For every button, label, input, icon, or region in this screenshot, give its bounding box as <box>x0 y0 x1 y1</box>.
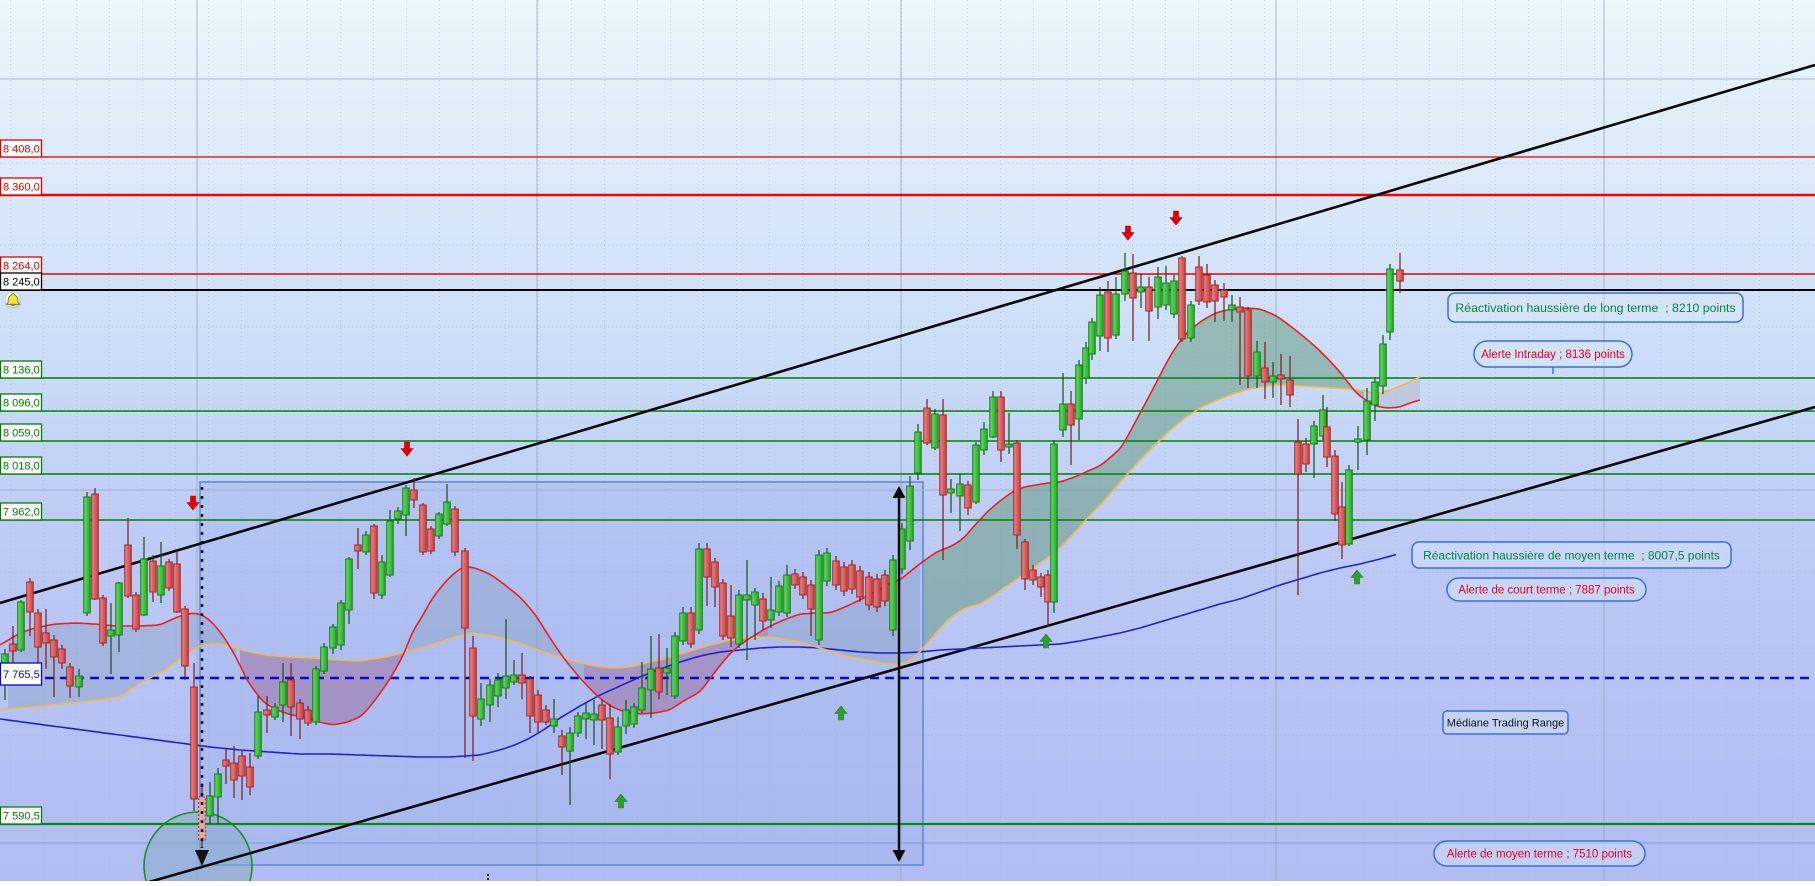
svg-text:8 059,0: 8 059,0 <box>3 428 40 440</box>
svg-text:7 765,5: 7 765,5 <box>3 669 40 681</box>
svg-text:8 245,0: 8 245,0 <box>3 277 40 289</box>
svg-text:7 962,0: 7 962,0 <box>3 507 40 519</box>
svg-text:8 018,0: 8 018,0 <box>3 461 40 473</box>
svg-text:Médiane Trading Range: Médiane Trading Range <box>1447 717 1564 729</box>
svg-text:8 360,0: 8 360,0 <box>3 182 40 194</box>
svg-text:Alerte Intraday ; 8136 points: Alerte Intraday ; 8136 points <box>1481 349 1625 361</box>
svg-text:Alerte de moyen terme ; 7510 p: Alerte de moyen terme ; 7510 points <box>1447 849 1633 861</box>
svg-text:8 264,0: 8 264,0 <box>3 261 40 273</box>
svg-text:Réactivation haussière de long: Réactivation haussière de long terme ; 8… <box>1455 301 1735 315</box>
svg-text:8 136,0: 8 136,0 <box>3 365 40 377</box>
svg-text:8 408,0: 8 408,0 <box>3 144 40 156</box>
svg-text:Alerte de court terme ; 7887 p: Alerte de court terme ; 7887 points <box>1458 585 1635 597</box>
svg-text:8 096,0: 8 096,0 <box>3 398 40 410</box>
svg-text:7 590,5: 7 590,5 <box>3 811 40 823</box>
svg-text:Réactivation haussière de moye: Réactivation haussière de moyen terme ; … <box>1423 548 1720 562</box>
